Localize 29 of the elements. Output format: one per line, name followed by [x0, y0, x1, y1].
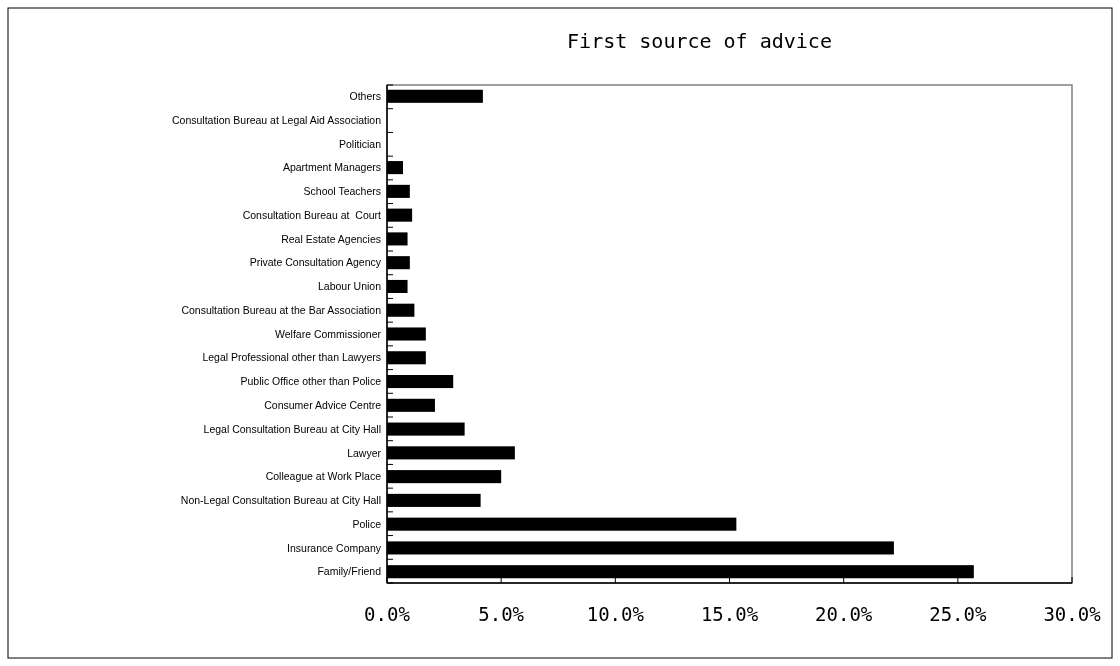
x-tick-label: 15.0%	[700, 603, 759, 625]
y-tick-label: Politician	[338, 137, 382, 150]
y-tick-label: Consultation Bureau at the Bar Association	[181, 303, 382, 316]
y-tick-label: Welfare Commissioner	[275, 327, 382, 340]
y-tick-label: Apartment Managers	[282, 161, 381, 174]
y-tick-label: Labour Union	[317, 280, 382, 293]
y-tick-label: Legal Consultation Bureau at City Hall	[203, 422, 381, 435]
y-tick-label: Insurance Company	[287, 541, 382, 554]
x-tick-label: 30.0%	[1043, 603, 1102, 625]
y-tick-label: Consumer Advice Centre	[264, 398, 382, 411]
x-tick-label: 20.0%	[815, 603, 873, 625]
y-tick-label: Family/Friend	[317, 565, 382, 578]
chart-title: First source of advice	[567, 29, 832, 53]
x-tick-label: 5.0%	[478, 603, 525, 625]
y-tick-label: Others	[349, 89, 381, 102]
x-tick-label: 10.0%	[586, 603, 645, 625]
x-tick-label: 0.0%	[364, 603, 411, 625]
y-tick-label: Public Office other than Police	[240, 375, 382, 388]
x-tick-label: 25.0%	[929, 603, 987, 625]
y-tick-label: School Teachers	[303, 185, 381, 198]
y-tick-label: Private Consultation Agency	[249, 256, 382, 269]
y-tick-label: Lawyer	[347, 446, 382, 459]
y-tick-label: Consultation Bureau at Court	[242, 208, 382, 221]
y-tick-label: Real Estate Agencies	[281, 232, 381, 245]
y-tick-label: Legal Professional other than Lawyers	[202, 351, 381, 364]
y-tick-label: Colleague at Work Place	[265, 470, 382, 483]
y-tick-label: Police	[352, 517, 382, 530]
y-tick-label: Consultation Bureau at Legal Aid Association	[172, 113, 382, 126]
y-tick-label: Non-Legal Consultation Bureau at City Hall	[180, 494, 381, 507]
